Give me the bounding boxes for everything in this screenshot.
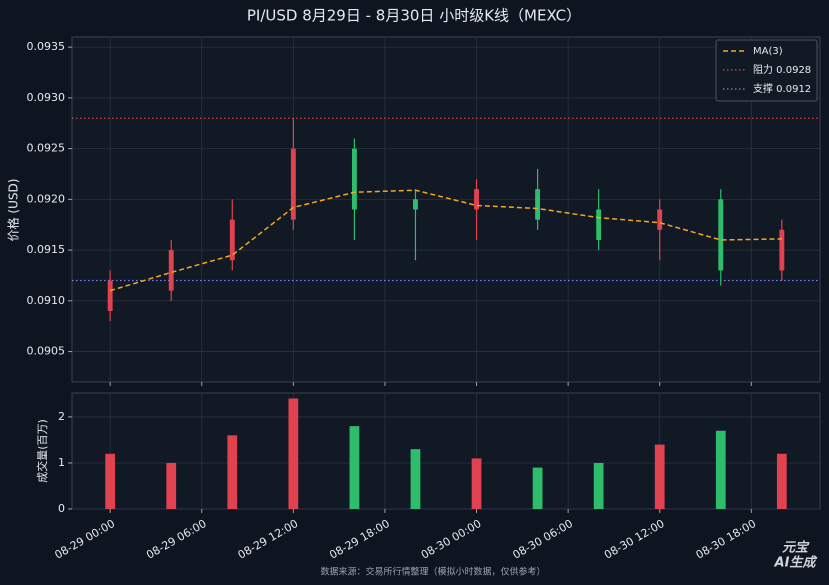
- volume-bar: [105, 453, 116, 509]
- candle-body: [718, 199, 724, 271]
- legend-box: [715, 39, 818, 102]
- volume-bar: [166, 462, 177, 509]
- legend-label: MA(3): [753, 46, 783, 57]
- volume-bar: [410, 449, 421, 509]
- y-tick-label: 2: [58, 410, 65, 423]
- volume-bar: [593, 462, 604, 509]
- volume-bar: [288, 398, 299, 509]
- legend-label: 阻力 0.0928: [753, 63, 811, 76]
- y-tick-label: 0.0935: [27, 40, 66, 53]
- y-tick-label: 0.0925: [27, 142, 66, 155]
- candle-body: [474, 189, 479, 210]
- legend-label: 支撑 0.0912: [753, 82, 811, 95]
- y-tick-label: 0.0910: [27, 294, 66, 307]
- candle-body: [535, 189, 541, 220]
- candle-body: [290, 148, 296, 220]
- volume-bar: [776, 453, 787, 509]
- y-axis-label: 成交量(百万): [35, 419, 49, 483]
- y-tick-label: 0: [58, 502, 65, 515]
- candle-body: [107, 280, 113, 311]
- y-tick-label: 1: [58, 456, 65, 469]
- footer: 数据来源：交易所行情整理（模拟小时数据，仅供参考）: [320, 566, 545, 578]
- candle-body: [657, 209, 663, 230]
- y-tick-label: 0.0920: [27, 192, 66, 205]
- volume-bar: [715, 430, 726, 509]
- watermark: AI生成: [774, 555, 818, 571]
- watermark: 元宝: [782, 540, 810, 556]
- volume-bar: [654, 444, 665, 509]
- volume-bar: [227, 435, 238, 509]
- candle-body: [779, 229, 785, 271]
- y-tick-label: 0.0905: [27, 345, 66, 358]
- y-tick-label: 0.0915: [27, 243, 66, 256]
- ma-line: [109, 189, 782, 292]
- volume-panel: [71, 392, 821, 510]
- candle-body: [351, 148, 357, 210]
- y-tick-label: 0.0930: [27, 91, 66, 104]
- y-axis-label: 价格 (USD): [6, 179, 21, 242]
- volume-bar: [349, 426, 360, 509]
- candle-body: [413, 199, 418, 210]
- candle-body: [596, 209, 602, 240]
- volume-bar: [532, 467, 543, 509]
- chart-title: PI/USD 8月29日 - 8月30日 小时级K线（MEXC）: [247, 7, 581, 25]
- candle-body: [229, 219, 235, 261]
- volume-bar: [471, 458, 482, 509]
- candle-body: [168, 250, 174, 291]
- price-panel: [71, 36, 821, 383]
